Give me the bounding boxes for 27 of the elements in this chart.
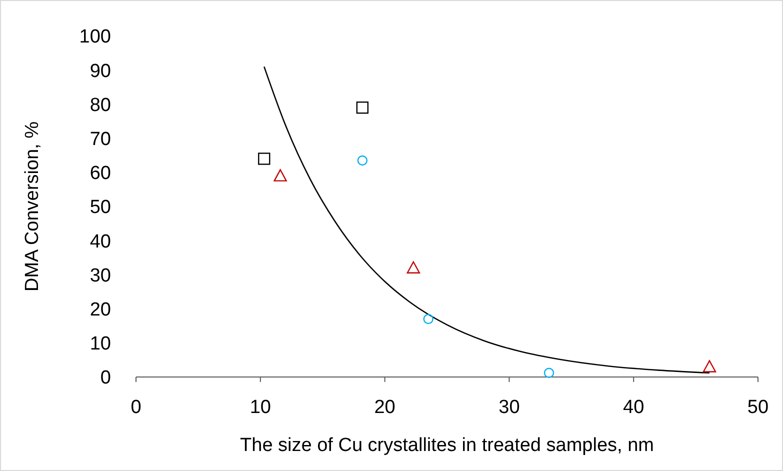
x-tick-label: 30 (498, 397, 520, 418)
y-tick-label: 90 (90, 60, 111, 82)
point (356, 102, 369, 114)
y-tick-label: 30 (90, 265, 111, 286)
x-tick-label: 50 (747, 397, 769, 418)
point (258, 152, 270, 165)
point (406, 261, 420, 274)
x-tick-label: 20 (374, 397, 396, 418)
y-tick-label: 40 (90, 231, 111, 252)
y-tick-label: 0 (100, 368, 111, 389)
y-tick-label: 60 (90, 163, 111, 184)
y-tick-label: 10 (90, 334, 111, 355)
y-tick-label: 70 (90, 128, 111, 150)
y-tick-label: 80 (90, 94, 111, 116)
x-tick-label: 0 (130, 397, 142, 418)
y-tick-label: 20 (90, 299, 111, 320)
point (702, 360, 716, 372)
point (357, 155, 368, 166)
x-tick-label: 40 (623, 397, 644, 418)
y-axis-title: DMA Conversion, % (22, 121, 43, 292)
point (544, 368, 554, 378)
point (423, 314, 434, 324)
y-tick-label: 50 (90, 197, 111, 218)
point (274, 169, 287, 182)
y-tick-label: 100 (79, 26, 111, 48)
x-axis-title: The size of Cu crystallites in treated samples, nm (240, 435, 654, 456)
x-tick-label: 10 (250, 397, 271, 418)
